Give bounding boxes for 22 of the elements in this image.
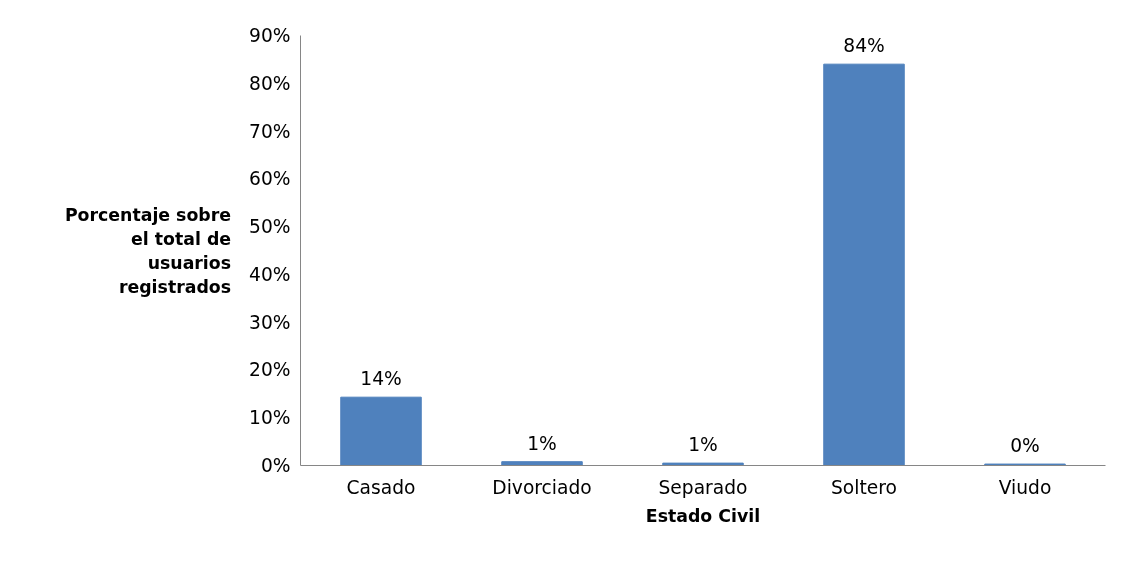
x-axis-title: Estado Civil xyxy=(645,505,761,526)
x-tick-label: Divorciado xyxy=(492,476,592,498)
y-tick-label: 20% xyxy=(249,359,291,381)
x-tick-label: Separado xyxy=(658,476,748,498)
y-tick-label: 70% xyxy=(249,120,291,142)
x-tick-label: Viudo xyxy=(998,476,1052,498)
y-tick-label: 30% xyxy=(249,311,291,333)
x-tick-label: Soltero xyxy=(831,476,897,498)
data-label: 1% xyxy=(688,434,718,456)
data-label: 14% xyxy=(360,368,402,390)
y-tick-label: 80% xyxy=(249,72,291,94)
y-tick-label: 0% xyxy=(260,455,291,476)
y-tick-label: 40% xyxy=(249,263,291,285)
x-tick-label: Casado xyxy=(346,476,416,498)
data-label: 0% xyxy=(1010,435,1040,457)
y-tick-label: 90% xyxy=(249,25,291,46)
data-label: 84% xyxy=(843,35,885,57)
y-tick-label: 10% xyxy=(249,407,291,429)
data-label: 1% xyxy=(527,432,557,454)
y-tick-label: 60% xyxy=(249,168,291,190)
y-axis-title: Porcentaje sobre el total de usuarios registrados xyxy=(64,204,232,297)
y-tick-label: 50% xyxy=(249,216,291,238)
